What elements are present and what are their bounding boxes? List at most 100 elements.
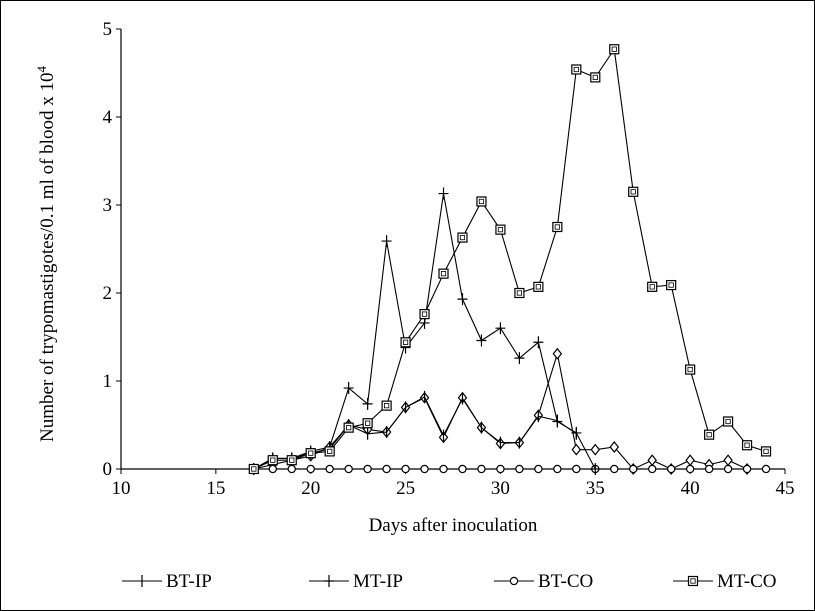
data-point	[609, 441, 620, 453]
data-point	[590, 443, 601, 456]
legend-label: BT-IP	[166, 571, 212, 592]
data-point	[382, 464, 391, 474]
data-point	[496, 464, 505, 474]
data-point	[685, 464, 695, 474]
x-axis-label: Days after inoculation	[369, 515, 538, 536]
series-mt-ip	[248, 187, 601, 475]
legend-label: MT-CO	[717, 571, 776, 592]
data-point	[401, 464, 410, 474]
y-tick-label: 0	[103, 459, 113, 480]
data-point	[476, 196, 487, 207]
series-bt-co	[249, 464, 771, 474]
data-point	[571, 64, 582, 75]
data-point	[571, 443, 582, 456]
data-point	[495, 224, 506, 235]
legend-marker	[687, 575, 699, 587]
legend-item-mt-ip: MT-IP	[309, 571, 403, 592]
data-point	[552, 347, 563, 360]
x-tick-label: 20	[301, 478, 320, 499]
legend-item-bt-ip: BT-IP	[122, 571, 212, 592]
y-tick-label: 2	[103, 283, 113, 304]
data-point	[647, 454, 657, 467]
data-point	[438, 268, 449, 279]
data-point	[438, 187, 449, 200]
plot-area	[248, 44, 772, 475]
data-point	[381, 235, 392, 248]
data-point	[609, 44, 620, 55]
data-point	[457, 293, 468, 306]
x-tick-label: 35	[586, 478, 605, 499]
data-point	[362, 418, 373, 429]
data-point	[647, 281, 658, 292]
data-point	[324, 446, 335, 457]
data-point	[628, 186, 639, 197]
data-point	[343, 422, 354, 433]
data-point	[761, 464, 771, 474]
data-point	[476, 334, 487, 347]
x-tick-label: 25	[396, 478, 415, 499]
data-point	[722, 416, 734, 427]
data-point	[533, 336, 544, 349]
series-bt-ip	[253, 390, 577, 475]
data-point	[552, 415, 563, 428]
data-point	[363, 464, 372, 474]
data-point	[419, 309, 430, 320]
data-point	[533, 281, 544, 292]
legend-label: MT-IP	[353, 571, 403, 592]
x-axis-ticks: 10 15 20 25 30 35 40 45	[112, 469, 795, 499]
y-tick-label: 1	[103, 371, 113, 392]
data-point	[400, 337, 411, 348]
data-point	[742, 464, 752, 474]
data-point	[325, 464, 334, 474]
data-point	[344, 464, 353, 474]
x-tick-label: 40	[681, 478, 700, 499]
data-point	[704, 429, 715, 440]
legend-marker	[509, 576, 519, 586]
data-point	[629, 464, 638, 474]
x-tick-label: 30	[491, 478, 510, 499]
data-point	[515, 464, 524, 474]
legend-marker	[324, 575, 334, 587]
data-point	[666, 279, 677, 291]
data-point	[362, 397, 373, 410]
data-point	[306, 464, 315, 474]
data-point	[553, 464, 562, 474]
data-point	[590, 72, 601, 83]
data-point	[420, 464, 429, 474]
legend-label: BT-CO	[538, 571, 593, 592]
data-point	[477, 464, 486, 474]
data-point	[268, 464, 277, 474]
data-point	[534, 464, 543, 474]
data-point	[571, 426, 582, 439]
data-point	[267, 455, 278, 466]
data-point	[248, 463, 259, 475]
data-point	[648, 464, 657, 474]
data-point	[495, 322, 506, 335]
data-point	[610, 464, 619, 474]
data-point	[514, 352, 525, 365]
legend: BT-IP MT-IP BT-CO MT-CO	[122, 571, 776, 592]
data-point	[572, 464, 581, 474]
y-axis-label-main: Number of trypomastigotes/0.1 ml of bloo…	[37, 73, 58, 442]
data-point	[514, 287, 525, 299]
x-tick-label: 45	[776, 478, 795, 499]
x-tick-label: 15	[206, 478, 225, 499]
data-point	[666, 464, 676, 474]
series-mt-co	[248, 44, 772, 475]
data-point	[685, 454, 695, 467]
data-point	[305, 448, 316, 459]
data-point	[741, 440, 753, 451]
legend-item-bt-co: BT-CO	[494, 571, 593, 592]
data-point	[685, 364, 696, 375]
data-point	[723, 464, 733, 474]
data-point	[723, 454, 733, 467]
data-point	[760, 446, 772, 457]
data-point	[439, 464, 448, 474]
series-line	[253, 47, 767, 470]
y-tick-label: 4	[103, 107, 113, 128]
data-point	[286, 455, 297, 466]
data-point	[590, 463, 601, 475]
y-axis-label-superscript: 4	[34, 66, 49, 73]
